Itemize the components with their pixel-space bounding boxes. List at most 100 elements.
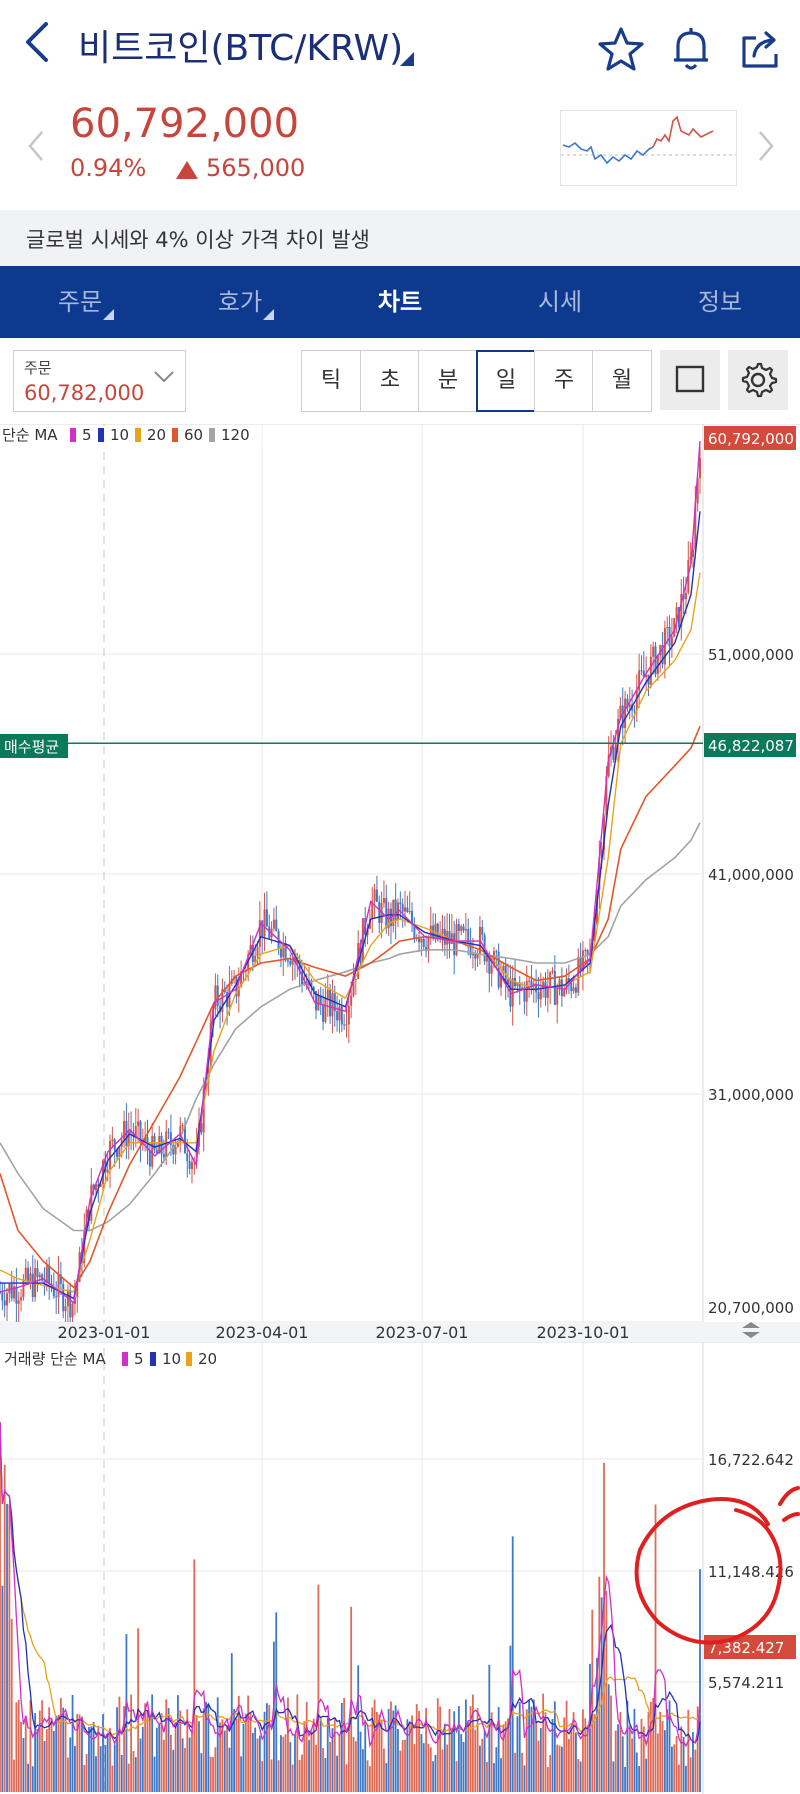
- volume-bar: [160, 1713, 163, 1792]
- volume-bar: [347, 1725, 350, 1792]
- period-minute-button[interactable]: 분: [418, 350, 478, 412]
- volume-bar: [371, 1707, 374, 1792]
- period-day-button[interactable]: 일: [476, 350, 536, 412]
- candle-body: [155, 1149, 158, 1154]
- candle-body: [699, 458, 701, 478]
- volume-bar: [516, 1716, 519, 1792]
- candle-body: [500, 973, 503, 988]
- candle-body: [263, 909, 266, 937]
- next-coin-chevron-icon[interactable]: [756, 128, 776, 173]
- tab-order[interactable]: 주문: [0, 266, 160, 338]
- gear-icon[interactable]: [728, 350, 788, 410]
- volume-bar: [689, 1757, 692, 1792]
- volume-bar: [542, 1693, 545, 1792]
- candle-body: [684, 592, 687, 600]
- volume-bar: [277, 1760, 280, 1792]
- volume-bar: [146, 1710, 149, 1792]
- candle-body: [495, 951, 498, 953]
- candle-body: [92, 1184, 95, 1191]
- volume-bar: [479, 1745, 481, 1792]
- volume-bar: [354, 1741, 357, 1792]
- volume-bar: [432, 1761, 435, 1792]
- volume-bar: [172, 1749, 175, 1792]
- volume-bar: [102, 1714, 104, 1792]
- volume-bar: [582, 1709, 584, 1792]
- candle-body: [560, 979, 563, 997]
- volume-bar: [610, 1695, 612, 1792]
- period-second-button[interactable]: 초: [360, 350, 420, 412]
- volume-bar: [256, 1738, 259, 1792]
- volume-bar: [216, 1697, 219, 1792]
- volume-bar: [85, 1754, 88, 1792]
- period-month-button[interactable]: 월: [592, 350, 652, 412]
- volume-bar: [570, 1728, 573, 1792]
- volume-bar: [682, 1736, 685, 1792]
- price-volume-chart[interactable]: 매수평균 46,822,087 60,792,000 51,000,000 41…: [0, 424, 800, 1794]
- pane-resize-handle-icon[interactable]: [742, 1322, 760, 1338]
- candle-body: [123, 1120, 126, 1140]
- volume-bar: [284, 1734, 287, 1792]
- candle-body: [434, 923, 437, 938]
- candle-body: [401, 904, 404, 912]
- volume-bar: [596, 1657, 598, 1792]
- tab-info[interactable]: 정보: [640, 266, 800, 338]
- volume-bar: [165, 1699, 168, 1792]
- candle-body: [345, 1024, 348, 1026]
- volume-bar: [48, 1707, 51, 1792]
- candle-body: [418, 937, 421, 943]
- tab-chart[interactable]: 차트: [320, 266, 480, 338]
- candle-body: [399, 902, 402, 905]
- volume-bar: [532, 1699, 535, 1792]
- volume-bar: [535, 1721, 538, 1792]
- candle-body: [663, 628, 666, 665]
- fullscreen-square-button[interactable]: [660, 350, 720, 410]
- volume-bar: [406, 1719, 409, 1792]
- period-week-button[interactable]: 주: [534, 350, 594, 412]
- volume-bar: [383, 1748, 385, 1792]
- legend-prefix: 거래량 단순 MA: [4, 1350, 106, 1368]
- volume-bar: [191, 1729, 193, 1792]
- candle-body: [427, 936, 430, 952]
- volume-bar: [244, 1713, 247, 1792]
- volume-bar: [649, 1701, 652, 1792]
- volume-bar: [390, 1701, 392, 1792]
- candle-body: [116, 1149, 119, 1157]
- coin-title[interactable]: 비트코인(BTC/KRW): [78, 28, 404, 69]
- back-chevron-icon[interactable]: [22, 20, 52, 78]
- bell-icon[interactable]: [666, 24, 716, 74]
- volume-bar: [333, 1718, 336, 1792]
- title-dropdown-caret-icon[interactable]: [400, 52, 414, 66]
- candle-body: [469, 942, 472, 956]
- candle-body: [612, 746, 615, 760]
- candle-body: [523, 987, 526, 1002]
- share-icon[interactable]: [736, 24, 786, 74]
- volume-bar: [148, 1717, 151, 1792]
- volume-bar: [329, 1741, 332, 1792]
- candle-body: [169, 1132, 172, 1145]
- candle-body: [579, 957, 582, 972]
- volume-bar: [493, 1763, 495, 1792]
- period-tick-button[interactable]: 틱: [301, 350, 361, 412]
- mini-price-chart[interactable]: [560, 110, 737, 186]
- volume-bar: [130, 1694, 133, 1792]
- volume-bar: [502, 1724, 505, 1792]
- candle-body: [279, 948, 282, 958]
- order-price-select[interactable]: 주문 60,782,000: [13, 350, 186, 412]
- candle-body: [3, 1300, 6, 1306]
- volume-bar: [504, 1721, 507, 1792]
- star-icon[interactable]: [596, 24, 646, 74]
- volume-bar: [52, 1731, 55, 1792]
- tab-market-price[interactable]: 시세: [480, 266, 640, 338]
- volume-bar: [118, 1696, 121, 1792]
- volume-bar: [214, 1747, 217, 1792]
- legend-item: 10: [110, 426, 129, 444]
- volume-bar: [469, 1706, 472, 1792]
- tab-orderbook[interactable]: 호가: [160, 266, 320, 338]
- volume-bar: [474, 1729, 477, 1792]
- candle-body: [181, 1125, 184, 1127]
- candle-body: [638, 670, 641, 691]
- prev-coin-chevron-icon[interactable]: [26, 128, 46, 173]
- candle-body: [76, 1281, 79, 1298]
- candle-body: [162, 1153, 165, 1158]
- volume-bar: [633, 1708, 636, 1792]
